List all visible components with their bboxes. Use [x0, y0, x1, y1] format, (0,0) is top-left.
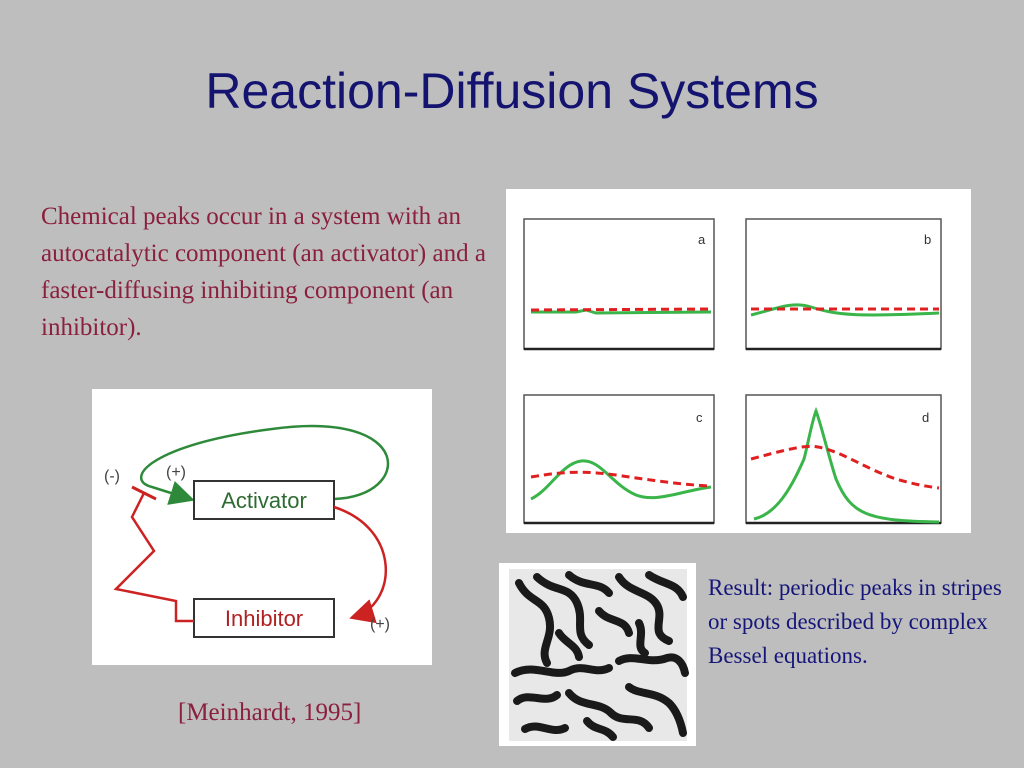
- plot-panel-c: c: [523, 394, 715, 525]
- plot-panel-a: a: [523, 218, 715, 351]
- inhibitor-box: [193, 598, 335, 638]
- panel-d-inhibitor: [750, 444, 940, 490]
- panel-d-activator: [753, 406, 940, 524]
- stripe-pattern-svg: [509, 569, 689, 741]
- slide-title: Reaction-Diffusion Systems: [205, 63, 819, 119]
- plot-panel-b: b: [745, 218, 942, 351]
- inhibitor-label: Inhibitor: [225, 606, 303, 631]
- citation: [Meinhardt, 1995]: [178, 699, 362, 726]
- intro-text: Chemical peaks occur in a system with an…: [41, 203, 486, 341]
- pos-sign-activator: (+): [166, 464, 186, 481]
- activation-loop: [140, 424, 390, 505]
- activator-to-inhibitor-path: [333, 505, 387, 624]
- plots-svg: a b c d: [523, 218, 942, 525]
- activator-box: [193, 480, 335, 520]
- pos-sign-inhibitor: (+): [370, 616, 390, 633]
- panel-a-inhibitor: [530, 307, 712, 312]
- stripe-pattern-image: [499, 563, 696, 746]
- activator-inhibitor-diagram: Activator Inhibitor (-) (+) (+): [92, 389, 432, 665]
- panel-label-b: b: [924, 232, 931, 247]
- panel-label-d: d: [922, 410, 929, 425]
- neg-sign: (-): [104, 468, 120, 485]
- diagram-svg: Activator Inhibitor (-) (+) (+): [104, 424, 390, 638]
- result-text: Result: periodic peaks in stripes or spo…: [708, 575, 1002, 668]
- panel-c-inhibitor: [530, 470, 712, 488]
- panel-label-c: c: [696, 410, 703, 425]
- inhibition-path: [113, 492, 194, 623]
- panel-c-activator: [530, 459, 712, 501]
- concentration-plots: a b c d: [506, 189, 971, 533]
- inhibition-bar: [131, 485, 157, 501]
- plot-panel-d: d: [745, 394, 942, 525]
- activator-label: Activator: [221, 488, 307, 513]
- panel-label-a: a: [698, 232, 706, 247]
